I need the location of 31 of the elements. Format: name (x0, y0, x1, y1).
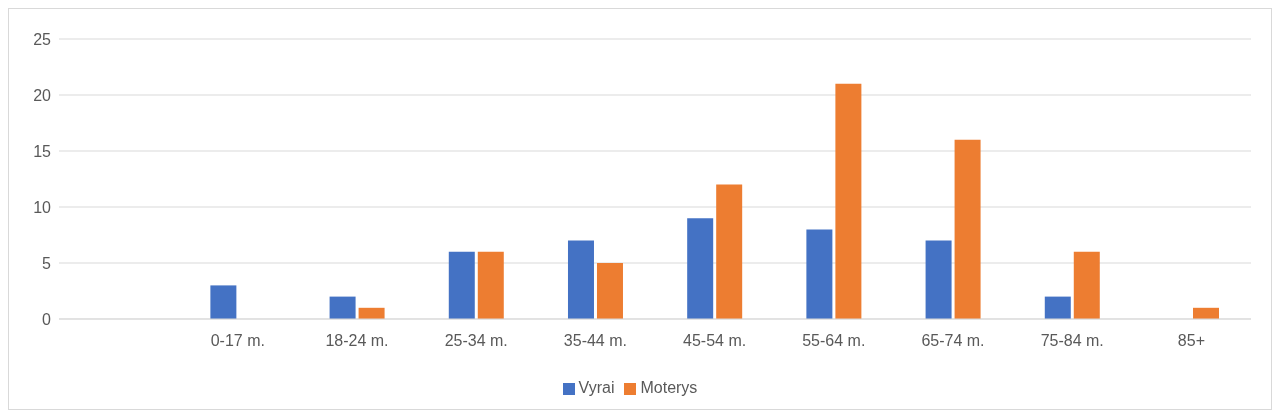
bar (596, 263, 623, 319)
x-tick-label: 18-24 m. (325, 332, 389, 350)
bar (806, 229, 833, 319)
x-tick-label: 25-34 m. (444, 332, 508, 350)
x-tick-label: 85+ (1177, 332, 1205, 350)
x-tick-label: 0-17 m. (210, 332, 265, 350)
bar (329, 296, 356, 319)
bar (954, 139, 981, 319)
y-tick-label: 5 (42, 254, 52, 272)
bar (925, 240, 952, 319)
y-tick-label: 15 (33, 142, 52, 160)
bar (687, 218, 714, 319)
bar (1044, 296, 1071, 319)
x-tick-label: 75-84 m. (1040, 332, 1104, 350)
x-tick-label: 55-64 m. (802, 332, 866, 350)
bar (210, 285, 237, 319)
legend-label: Moterys (640, 379, 698, 396)
bar (835, 83, 862, 319)
x-tick-label: 65-74 m. (921, 332, 985, 350)
bar (567, 240, 594, 319)
y-tick-label: 20 (33, 86, 52, 104)
x-tick-label: 35-44 m. (563, 332, 627, 350)
legend-label: Vyrai (578, 379, 615, 396)
y-tick-label: 0 (42, 310, 52, 328)
x-tick-label: 45-54 m. (683, 332, 747, 350)
bar (716, 184, 743, 319)
y-tick-label: 25 (33, 30, 52, 48)
bar (448, 251, 475, 319)
bar (1073, 251, 1100, 319)
bar (477, 251, 504, 319)
y-tick-label: 10 (33, 198, 52, 216)
